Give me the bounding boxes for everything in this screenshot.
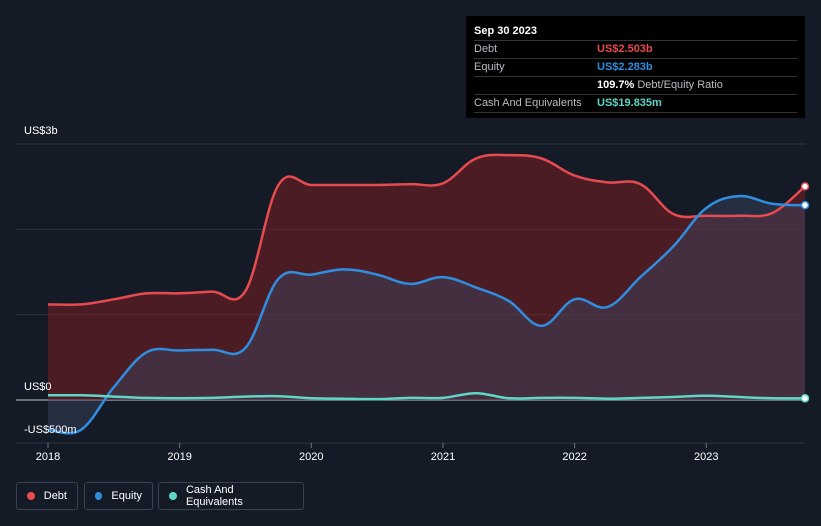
tooltip-equity-row: Equity US$2.283b [474, 59, 797, 77]
legend-cash[interactable]: Cash And Equivalents [158, 482, 304, 510]
tooltip-debt-row: Debt US$2.503b [474, 41, 797, 59]
tooltip-ratio-label: Debt/Equity Ratio [637, 79, 723, 91]
tooltip-cash-value: US$19.835m [597, 97, 662, 109]
y-axis-top-label: US$3b [24, 125, 58, 137]
x-tick-label-2022: 2022 [562, 451, 587, 463]
debt-area [48, 154, 805, 400]
debt-end-marker [800, 182, 810, 191]
tooltip-debt-value: US$2.503b [597, 43, 653, 55]
cash-end-marker [800, 394, 810, 403]
tooltip-equity-value: US$2.283b [597, 61, 653, 73]
chart-lines [47, 153, 806, 435]
chart-areas [48, 154, 805, 434]
data-tooltip: Sep 30 2023 Debt US$2.503b Equity US$2.2… [466, 16, 805, 118]
legend-cash-label: Cash And Equivalents [185, 484, 243, 508]
x-tick-label-2018: 2018 [35, 451, 61, 463]
debt-line [47, 153, 806, 307]
x-tick-label-2023: 2023 [694, 451, 719, 463]
tooltip-ratio: 109.7% Debt/Equity Ratio [597, 77, 723, 94]
tooltip-date: Sep 30 2023 [474, 24, 797, 41]
equity-end-marker [800, 200, 810, 210]
legend-debt-label: Debt [43, 490, 67, 502]
tooltip-ratio-row: 109.7% Debt/Equity Ratio [474, 77, 797, 95]
tooltip-cash-row: Cash And Equivalents US$19.835m [474, 95, 797, 113]
legend-equity-label: Equity [111, 490, 142, 502]
equity-line [47, 194, 806, 435]
x-tick-label-2021: 2021 [430, 451, 456, 463]
debt-legend-dot-icon [27, 492, 35, 500]
cash-line [47, 391, 806, 401]
x-tick-label-2019: 2019 [167, 451, 192, 463]
series-end-markers [800, 182, 810, 403]
equity-legend-dot-icon [95, 492, 103, 500]
y-axis-zero-label: US$0 [24, 381, 52, 393]
legend-debt[interactable]: Debt [16, 482, 78, 510]
tooltip-equity-label: Equity [474, 61, 505, 73]
tooltip-debt-label: Debt [474, 43, 498, 55]
legend-equity[interactable]: Equity [84, 482, 153, 510]
y-axis-bottom-label: -US$500m [24, 424, 77, 436]
tooltip-cash-label: Cash And Equivalents [474, 97, 582, 109]
cash-legend-dot-icon [169, 492, 177, 500]
x-tick-label-2020: 2020 [299, 451, 324, 463]
equity-area [48, 196, 805, 434]
tooltip-ratio-value: 109.7% [597, 79, 635, 91]
